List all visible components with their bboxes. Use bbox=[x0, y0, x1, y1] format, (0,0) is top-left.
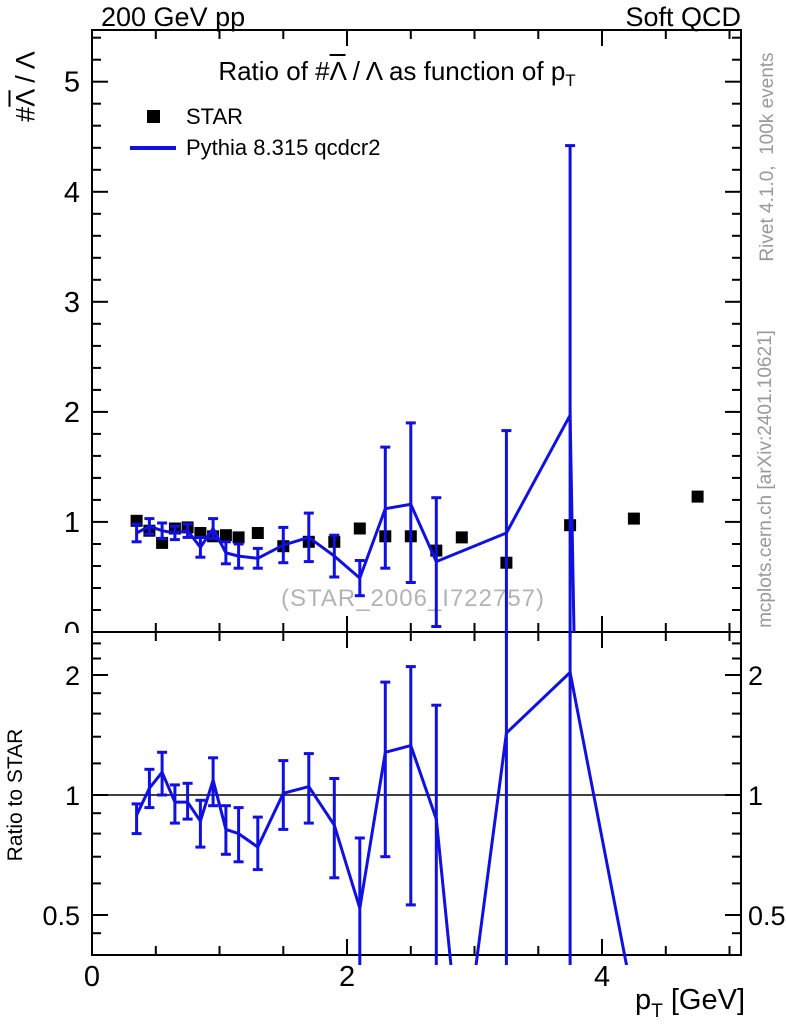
pythia-line-swatch bbox=[129, 145, 177, 150]
svg-text:0: 0 bbox=[64, 617, 80, 649]
blue-line-icon bbox=[130, 145, 176, 150]
svg-text:0: 0 bbox=[84, 961, 100, 993]
plot-title-mid: / Λ as function of p bbox=[345, 56, 566, 86]
ylabel-rest: / Λ bbox=[10, 51, 41, 91]
black-square-icon bbox=[146, 110, 160, 123]
svg-text:2: 2 bbox=[339, 961, 355, 993]
svg-text:4: 4 bbox=[594, 961, 610, 993]
rivet-version-note: Rivet 4.1.0, 100k events bbox=[757, 52, 778, 262]
watermark-analysis-id: (STAR_2006_I722757) bbox=[280, 585, 546, 612]
pythia-main-series bbox=[131, 144, 576, 638]
main-y-axis-label: #Λ / Λ bbox=[11, 2, 42, 172]
svg-text:1: 1 bbox=[65, 781, 80, 811]
plot-title-subscript: T bbox=[565, 71, 576, 90]
svg-text:2: 2 bbox=[65, 661, 80, 691]
legend-label: Pythia 8.315 qcdcr2 bbox=[186, 134, 381, 160]
legend-item-star: STAR bbox=[129, 101, 380, 132]
legend-item-pythia: Pythia 8.315 qcdcr2 bbox=[129, 132, 380, 163]
plot-title-lambdabar: Λ bbox=[329, 56, 346, 86]
xlabel-subscript: T bbox=[651, 1001, 663, 1022]
x-tick-labels: 0 2 4 bbox=[84, 961, 610, 993]
x-axis-ticks bbox=[154, 30, 731, 955]
ratio-y-axis-ticks bbox=[92, 642, 741, 935]
ylabel-hash: # bbox=[10, 106, 41, 122]
main-y-axis-ticks bbox=[92, 36, 741, 611]
svg-text:0.5: 0.5 bbox=[42, 901, 80, 931]
svg-text:3: 3 bbox=[64, 287, 80, 319]
svg-text:4: 4 bbox=[64, 177, 80, 209]
svg-text:2: 2 bbox=[748, 661, 763, 691]
plot-title-pre: Ratio of # bbox=[218, 56, 330, 86]
main-y-tick-labels: 0 1 2 3 4 5 bbox=[64, 67, 80, 649]
header-process-title: Soft QCD bbox=[625, 2, 741, 32]
star-marker-swatch bbox=[129, 110, 177, 123]
svg-text:2: 2 bbox=[64, 397, 80, 429]
legend: STAR Pythia 8.315 qcdcr2 bbox=[129, 101, 380, 163]
mcplots-arxiv-note: mcplots.cern.ch [arXiv:2401.10621] bbox=[755, 330, 776, 628]
xlabel-p: p bbox=[635, 984, 652, 1016]
svg-text:0.5: 0.5 bbox=[748, 901, 786, 931]
ratio-panel-frame bbox=[91, 631, 742, 956]
ratio-y-tick-labels: 0.5 0.5 1 1 2 2 bbox=[42, 661, 785, 931]
header-beam-title: 200 GeV pp bbox=[101, 2, 246, 32]
plot-title: Ratio of #Λ / Λ as function of pT bbox=[97, 56, 697, 91]
x-axis-label: pT [GeV] bbox=[635, 984, 745, 1023]
svg-text:1: 1 bbox=[64, 507, 80, 539]
ratio-y-axis-label: Ratio to STAR bbox=[4, 728, 27, 862]
pythia-ratio-series bbox=[131, 632, 629, 965]
legend-label: STAR bbox=[186, 103, 244, 129]
ylabel-lambdabar: Λ bbox=[10, 90, 41, 107]
xlabel-units: [GeV] bbox=[662, 984, 745, 1016]
svg-text:5: 5 bbox=[64, 67, 80, 99]
svg-text:1: 1 bbox=[748, 781, 763, 811]
star-data-points bbox=[130, 490, 704, 569]
